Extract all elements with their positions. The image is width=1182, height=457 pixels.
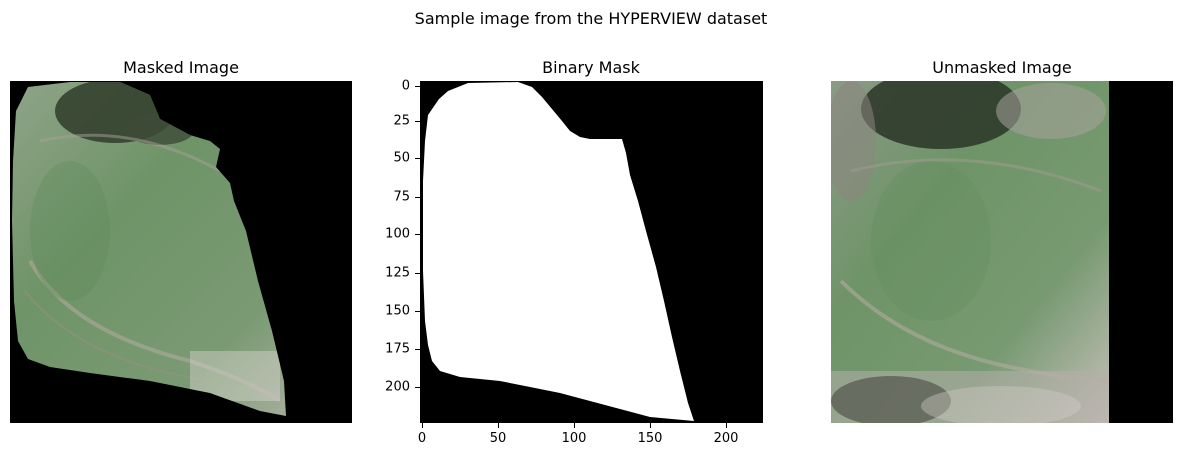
x-tick-mark <box>650 423 651 428</box>
y-tick-mark <box>415 349 420 350</box>
masked-image <box>10 81 352 423</box>
y-tick-mark <box>415 273 420 274</box>
figure-suptitle: Sample image from the HYPERVIEW dataset <box>414 9 768 28</box>
x-tick-mark <box>422 423 423 428</box>
y-tick-label: 75 <box>393 189 410 205</box>
y-tick-mark <box>415 234 420 235</box>
unmasked-image-title: Unmasked Image <box>932 58 1072 77</box>
y-tick-mark <box>415 86 420 87</box>
y-tick-label: 100 <box>385 226 410 242</box>
binary-mask-axes <box>420 81 763 423</box>
binary-mask-title: Binary Mask <box>542 58 640 77</box>
x-tick-label: 150 <box>637 431 663 446</box>
unmasked-image <box>826 69 1173 426</box>
y-tick-label: 0 <box>401 78 410 94</box>
y-tick-mark <box>415 197 420 198</box>
y-tick-label: 125 <box>385 265 410 281</box>
x-tick-label: 100 <box>561 431 587 446</box>
x-tick-mark <box>498 423 499 428</box>
y-tick-mark <box>415 121 420 122</box>
y-tick-label: 200 <box>385 379 410 395</box>
x-tick-label: 0 <box>417 431 427 446</box>
masked-image-title: Masked Image <box>123 58 239 77</box>
binary-mask-image <box>420 81 763 423</box>
x-tick-mark <box>726 423 727 428</box>
y-tick-label: 175 <box>385 341 410 357</box>
y-tick-mark <box>415 311 420 312</box>
y-tick-label: 150 <box>385 303 410 319</box>
y-tick-mark <box>415 158 420 159</box>
x-tick-label: 50 <box>489 431 507 446</box>
y-tick-label: 50 <box>393 150 410 166</box>
x-tick-mark <box>574 423 575 428</box>
y-tick-label: 25 <box>393 113 410 129</box>
y-tick-mark <box>415 387 420 388</box>
x-tick-label: 200 <box>713 431 739 446</box>
